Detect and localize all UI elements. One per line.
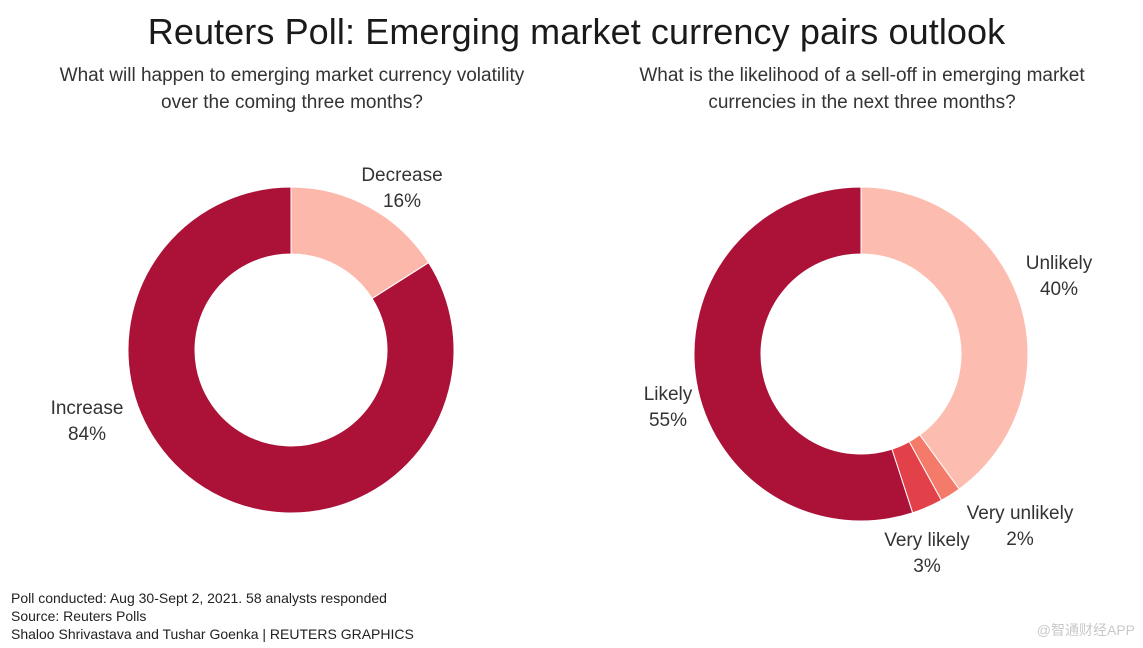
page-title: Reuters Poll: Emerging market currency p…: [147, 11, 1006, 52]
chart-1-title: What will happen to emerging market curr…: [59, 65, 525, 113]
chart-1-label-increase: Increase: [51, 398, 124, 419]
chart-2-title: What is the likelihood of a sell-off in …: [639, 65, 1085, 113]
chart-2-slice-unlikely: [860, 186, 1029, 490]
chart-2-label-very-unlikely: Very unlikely: [967, 503, 1074, 524]
watermark: @智通财经APP: [1036, 622, 1135, 638]
chart-2-slice-likely: [693, 186, 914, 522]
chart-2-label-unlikely: Unlikely: [1026, 253, 1093, 274]
footer-credit: Shaloo Shrivastava and Tushar Goenka | R…: [11, 626, 414, 642]
chart-1-value-increase: 84%: [68, 424, 106, 445]
chart-1-value-decrease: 16%: [383, 191, 421, 212]
chart-1-label-decrease: Decrease: [361, 165, 442, 186]
chart-2-label-very-likely: Very likely: [884, 530, 970, 551]
footer-source: Source: Reuters Polls: [11, 608, 147, 624]
chart-2-value-unlikely: 40%: [1040, 279, 1078, 300]
chart-2-label-likely: Likely: [644, 384, 693, 405]
chart-2-value-likely: 55%: [649, 410, 687, 431]
chart-2-value-very-likely: 3%: [913, 556, 941, 577]
footer-notes: Poll conducted: Aug 30-Sept 2, 2021. 58 …: [11, 589, 414, 643]
footer-poll-note: Poll conducted: Aug 30-Sept 2, 2021. 58 …: [11, 590, 387, 606]
chart-2-value-very-unlikely: 2%: [1006, 529, 1034, 550]
chart-1-slice-increase: [127, 186, 455, 514]
